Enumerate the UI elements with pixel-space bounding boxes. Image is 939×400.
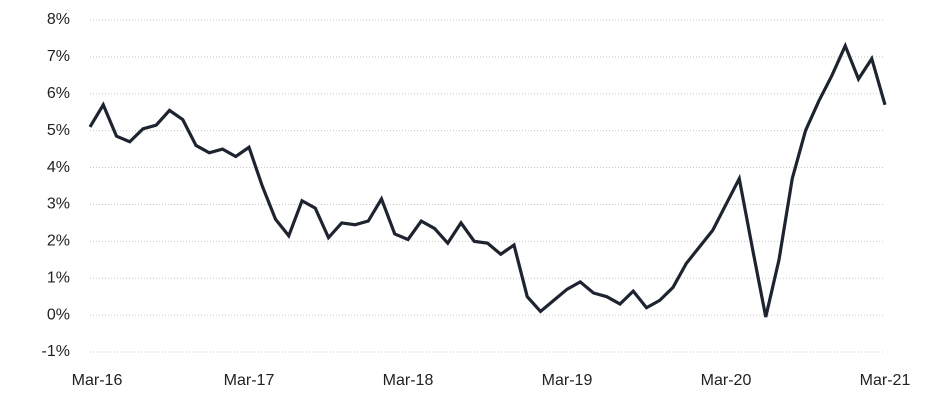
y-tick-label: -1% <box>42 343 70 360</box>
y-tick-label: 8% <box>47 11 70 28</box>
x-tick-label: Mar-20 <box>701 372 752 389</box>
x-tick-label: Mar-21 <box>860 372 911 389</box>
y-tick-label: 0% <box>47 306 70 323</box>
y-tick-label: 1% <box>47 269 70 286</box>
x-tick-label: Mar-18 <box>383 372 434 389</box>
y-tick-label: 5% <box>47 122 70 139</box>
x-tick-label: Mar-17 <box>224 372 275 389</box>
y-tick-label: 2% <box>47 233 70 250</box>
x-tick-label: Mar-19 <box>542 372 593 389</box>
y-tick-label: 4% <box>47 159 70 176</box>
y-tick-label: 6% <box>47 85 70 102</box>
y-tick-label: 3% <box>47 196 70 213</box>
x-tick-label: Mar-16 <box>72 372 123 389</box>
data-line <box>88 41 887 318</box>
y-tick-label: 7% <box>47 48 70 65</box>
